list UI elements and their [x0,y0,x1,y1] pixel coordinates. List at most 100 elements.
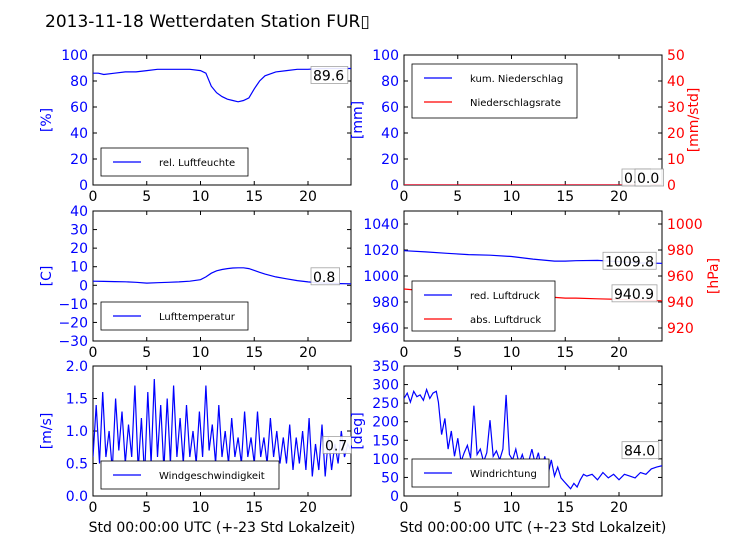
y-tick-label: 20 [381,152,399,168]
x-tick-label: 0 [89,189,98,205]
y-tick-label: 20 [70,241,88,257]
chart-title: 2013-11-18 Wetterdaten Station FUR▯ [45,12,370,32]
x-tick-label: 15 [556,345,574,361]
y-axis-label: [%] [39,108,55,132]
x-tick-label: 10 [192,189,210,205]
y-tick-label: 300 [372,378,399,394]
x-tick-label: 20 [299,345,317,361]
y-tick-label: 250 [372,396,399,412]
y-tick-label: 1.5 [66,392,88,408]
last-value-right-label: 0.0 [637,171,659,187]
last-value-label: 0.7 [325,439,347,455]
last-value-right-label-box [611,284,658,303]
x-tick-label: 0 [400,500,409,516]
y-tick-label-right: 1000 [667,217,703,233]
y-tick-label: 150 [372,433,399,449]
y-tick-label: 0 [79,178,88,194]
y-tick-label: 20 [70,152,88,168]
x-tick-label: 10 [503,345,521,361]
y-tick-label: −10 [58,297,88,313]
y-tick-label: 1.0 [66,424,88,440]
last-value-left-label-box [602,251,657,270]
y-tick-label: 980 [372,295,399,311]
x-tick-label: 5 [453,345,462,361]
x-tick-label: 5 [142,345,151,361]
x-axis-label: Std 00:00:00 UTC (+-23 Std Lokalzeit) [89,520,356,536]
x-tick-label: 0 [89,500,98,516]
last-value-label-box [621,441,660,460]
x-tick-label: 0 [400,345,409,361]
legend-box [411,280,556,332]
y-axis-label: [deg] [350,412,366,449]
y-tick-label: 0 [79,278,88,294]
x-tick-label: 20 [299,500,317,516]
y-tick-label-right: 50 [667,48,685,64]
chart-panel-precip: 0 5 10 15 20 0 20 40 60 80 100 0 10 20 30 40 50 [mm] [mm/s… [350,48,702,205]
legend-entry: Niederschlagsrate [470,98,561,109]
x-tick-label: 15 [556,500,574,516]
x-tick-label: 20 [610,500,628,516]
y-tick-label: 350 [372,359,399,375]
y-axis-label-right: [mm/std] [686,88,702,153]
y-tick-label: 1000 [363,269,399,285]
y-tick-label: 60 [70,100,88,116]
last-value-left-label: 1009.8 [605,254,654,270]
legend-entry: Windgeschwindigkeit [159,471,265,482]
y-tick-label: 50 [381,470,399,486]
x-tick-label: 20 [610,345,628,361]
y-tick-label-right: 30 [667,100,685,116]
last-value-label-box [310,66,349,84]
y-tick-label: 100 [61,48,88,64]
chart-panel-temperature: 0 5 10 15 20 −30 −20 −10 0 10 20 30 40 [C] Lufttempera… [39,204,352,361]
y-tick-label-right: 40 [667,74,685,90]
y-tick-label: 0.5 [66,457,88,473]
x-tick-label: 20 [299,189,317,205]
y-tick-label-right: 940 [667,295,694,311]
y-tick-label: 10 [70,260,88,276]
x-tick-label: 5 [453,189,462,205]
y-tick-label: 80 [70,74,88,90]
y-tick-label: 0.0 [66,489,88,505]
y-tick-label-right: 20 [667,126,685,142]
x-tick-label: 5 [142,189,151,205]
chart-panel-pressure: 0 5 10 15 20 960 980 1000 1020 1040 920 940 960 980 10… [363,210,722,361]
y-tick-label: −30 [58,334,88,350]
y-tick-label: 200 [372,415,399,431]
legend-entry: Lufttemperatur [159,312,236,323]
y-tick-label: 0 [390,489,399,505]
y-tick-label: 40 [70,126,88,142]
y-tick-label: 40 [70,204,88,220]
y-tick-label: 0 [390,178,399,194]
y-tick-label: 2.0 [66,359,88,375]
y-tick-label-right: 980 [667,243,694,259]
y-tick-label: 60 [381,100,399,116]
y-tick-label: 100 [372,452,399,468]
last-value-right-label-box [634,168,665,187]
x-tick-label: 10 [192,500,210,516]
legend-entry: kum. Niederschlag [470,74,563,85]
y-tick-label: 1020 [363,243,399,259]
x-tick-label: 10 [503,189,521,205]
series-line [93,267,351,285]
y-tick-label-right: 960 [667,269,694,285]
x-tick-label: 10 [503,500,521,516]
x-tick-label: 0 [400,189,409,205]
y-tick-label: 30 [70,223,88,239]
y-tick-label: 40 [381,126,399,142]
x-tick-label: 5 [453,500,462,516]
y-tick-label-right: 0 [667,178,676,194]
x-tick-label: 15 [245,500,263,516]
series-line [404,387,662,490]
legend-box [411,63,578,119]
x-tick-label: 5 [142,500,151,516]
last-value-label-box [322,436,353,454]
x-tick-label: 15 [556,189,574,205]
chart-panel-windspeed: 0 5 10 15 20 0.0 0.5 1.0 1.5 2.0 [m/s] Std 00:00:00… [39,359,355,536]
plot-frame [403,365,663,497]
legend-entry: rel. Luftfeuchte [159,158,235,169]
x-tick-label: 10 [192,345,210,361]
x-tick-label: 15 [245,189,263,205]
y-axis-label-right: [hPa] [706,258,722,294]
y-tick-label-right: 920 [667,321,694,337]
